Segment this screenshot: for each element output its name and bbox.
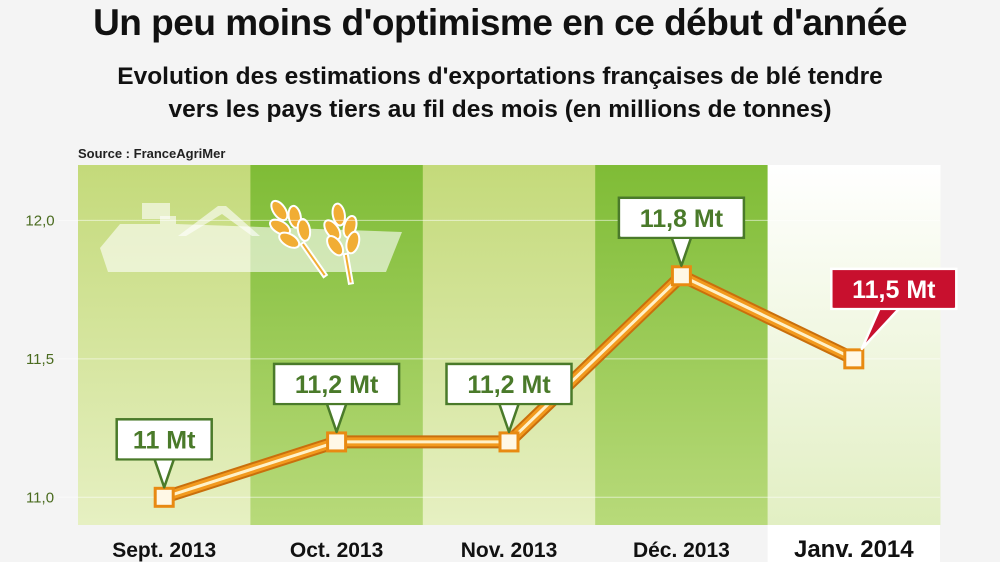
x-axis-highlight [767,525,940,562]
x-tick-label: Sept. 2013 [112,539,216,562]
data-label: 11,2 Mt [295,371,379,399]
data-label: 11,8 Mt [640,205,724,233]
x-tick-label: Janv. 2014 [794,536,914,562]
x-tick-label: Nov. 2013 [461,539,558,562]
data-labels: 11 Mt 11,2 Mt 11,2 Mt 11,8 Mt 11,5 Mt [115,196,958,489]
subtitle-line-2: vers les pays tiers au fil des mois (en … [168,96,832,123]
band-4 [767,165,941,525]
data-label-cover [118,455,210,459]
data-point [670,265,692,287]
y-axis: 11,0 11,5 12,0 [25,212,940,506]
data-label-cover [276,399,398,403]
data-point [498,431,520,453]
band-2 [422,165,596,525]
data-label: 11 Mt [133,426,196,454]
x-tick-label: Déc. 2013 [633,539,730,562]
x-axis: Sept. 2013 Oct. 2013 Nov. 2013 Déc. 2013 Jan… [112,536,914,562]
data-point [843,348,865,370]
data-label-box [115,418,213,461]
data-point [153,486,175,508]
wheat-icon [269,199,361,285]
chart-title: Un peu moins d'optimisme en ce début d'a… [93,2,907,43]
x-tick-label: Oct. 2013 [290,539,383,562]
data-label: 11,2 Mt [467,371,551,399]
data-point [326,431,348,453]
data-label: 11,5 Mt [852,276,936,304]
y-tick-label: 11,0 [26,489,54,506]
subtitle-line-1: Evolution des estimations d'exportations… [117,63,883,90]
data-label-cover [620,233,742,237]
data-label-box [830,267,958,311]
data-label-box [272,362,401,406]
data-label-cover [448,399,570,403]
y-tick-label: 11,5 [26,351,54,368]
chart-subtitle: Evolution des estimations d'exportations… [0,60,1000,126]
data-label-cover [833,304,955,308]
data-label-box [617,196,746,240]
data-label-box [445,362,573,406]
source-note: Source : FranceAgriMer [78,146,226,161]
y-tick-label: 12,0 [25,212,54,229]
